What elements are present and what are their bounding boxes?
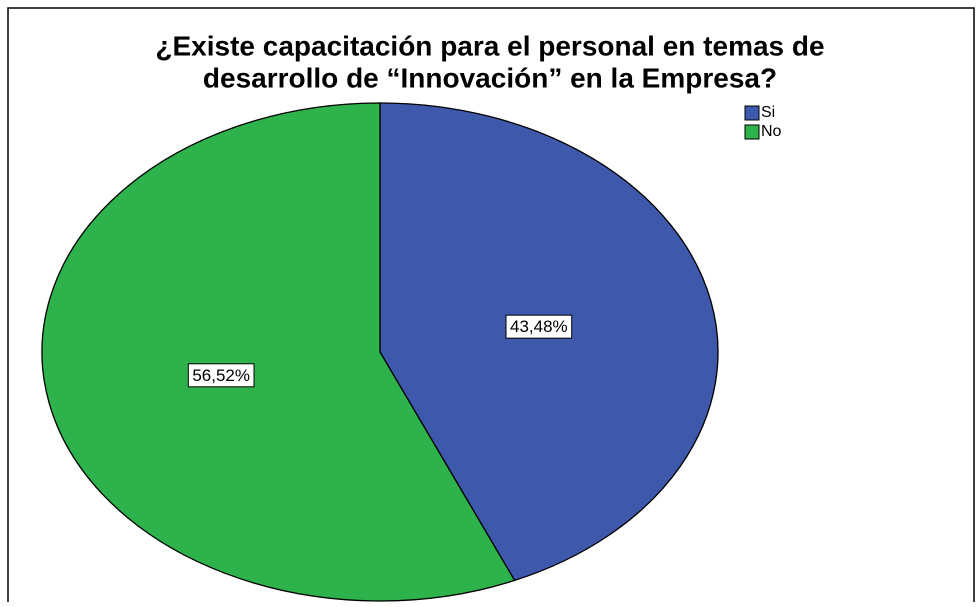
value-label-box — [187, 363, 255, 388]
chart-title: desarrollo de “Innovación” en la Empresa… — [203, 62, 777, 93]
chart-title: ¿Existe capacitación para el personal en… — [155, 30, 824, 61]
value-label: 43,48% — [510, 317, 568, 336]
value-label: 56,52% — [192, 366, 250, 385]
legend-label: Si — [761, 104, 775, 121]
pie-slice — [379, 102, 719, 582]
value-label-box — [505, 314, 573, 339]
pie-slice — [41, 102, 516, 602]
legend-label: No — [761, 123, 782, 140]
frame — [7, 7, 975, 607]
legend-swatch — [744, 105, 760, 121]
legend-swatch — [744, 124, 760, 140]
